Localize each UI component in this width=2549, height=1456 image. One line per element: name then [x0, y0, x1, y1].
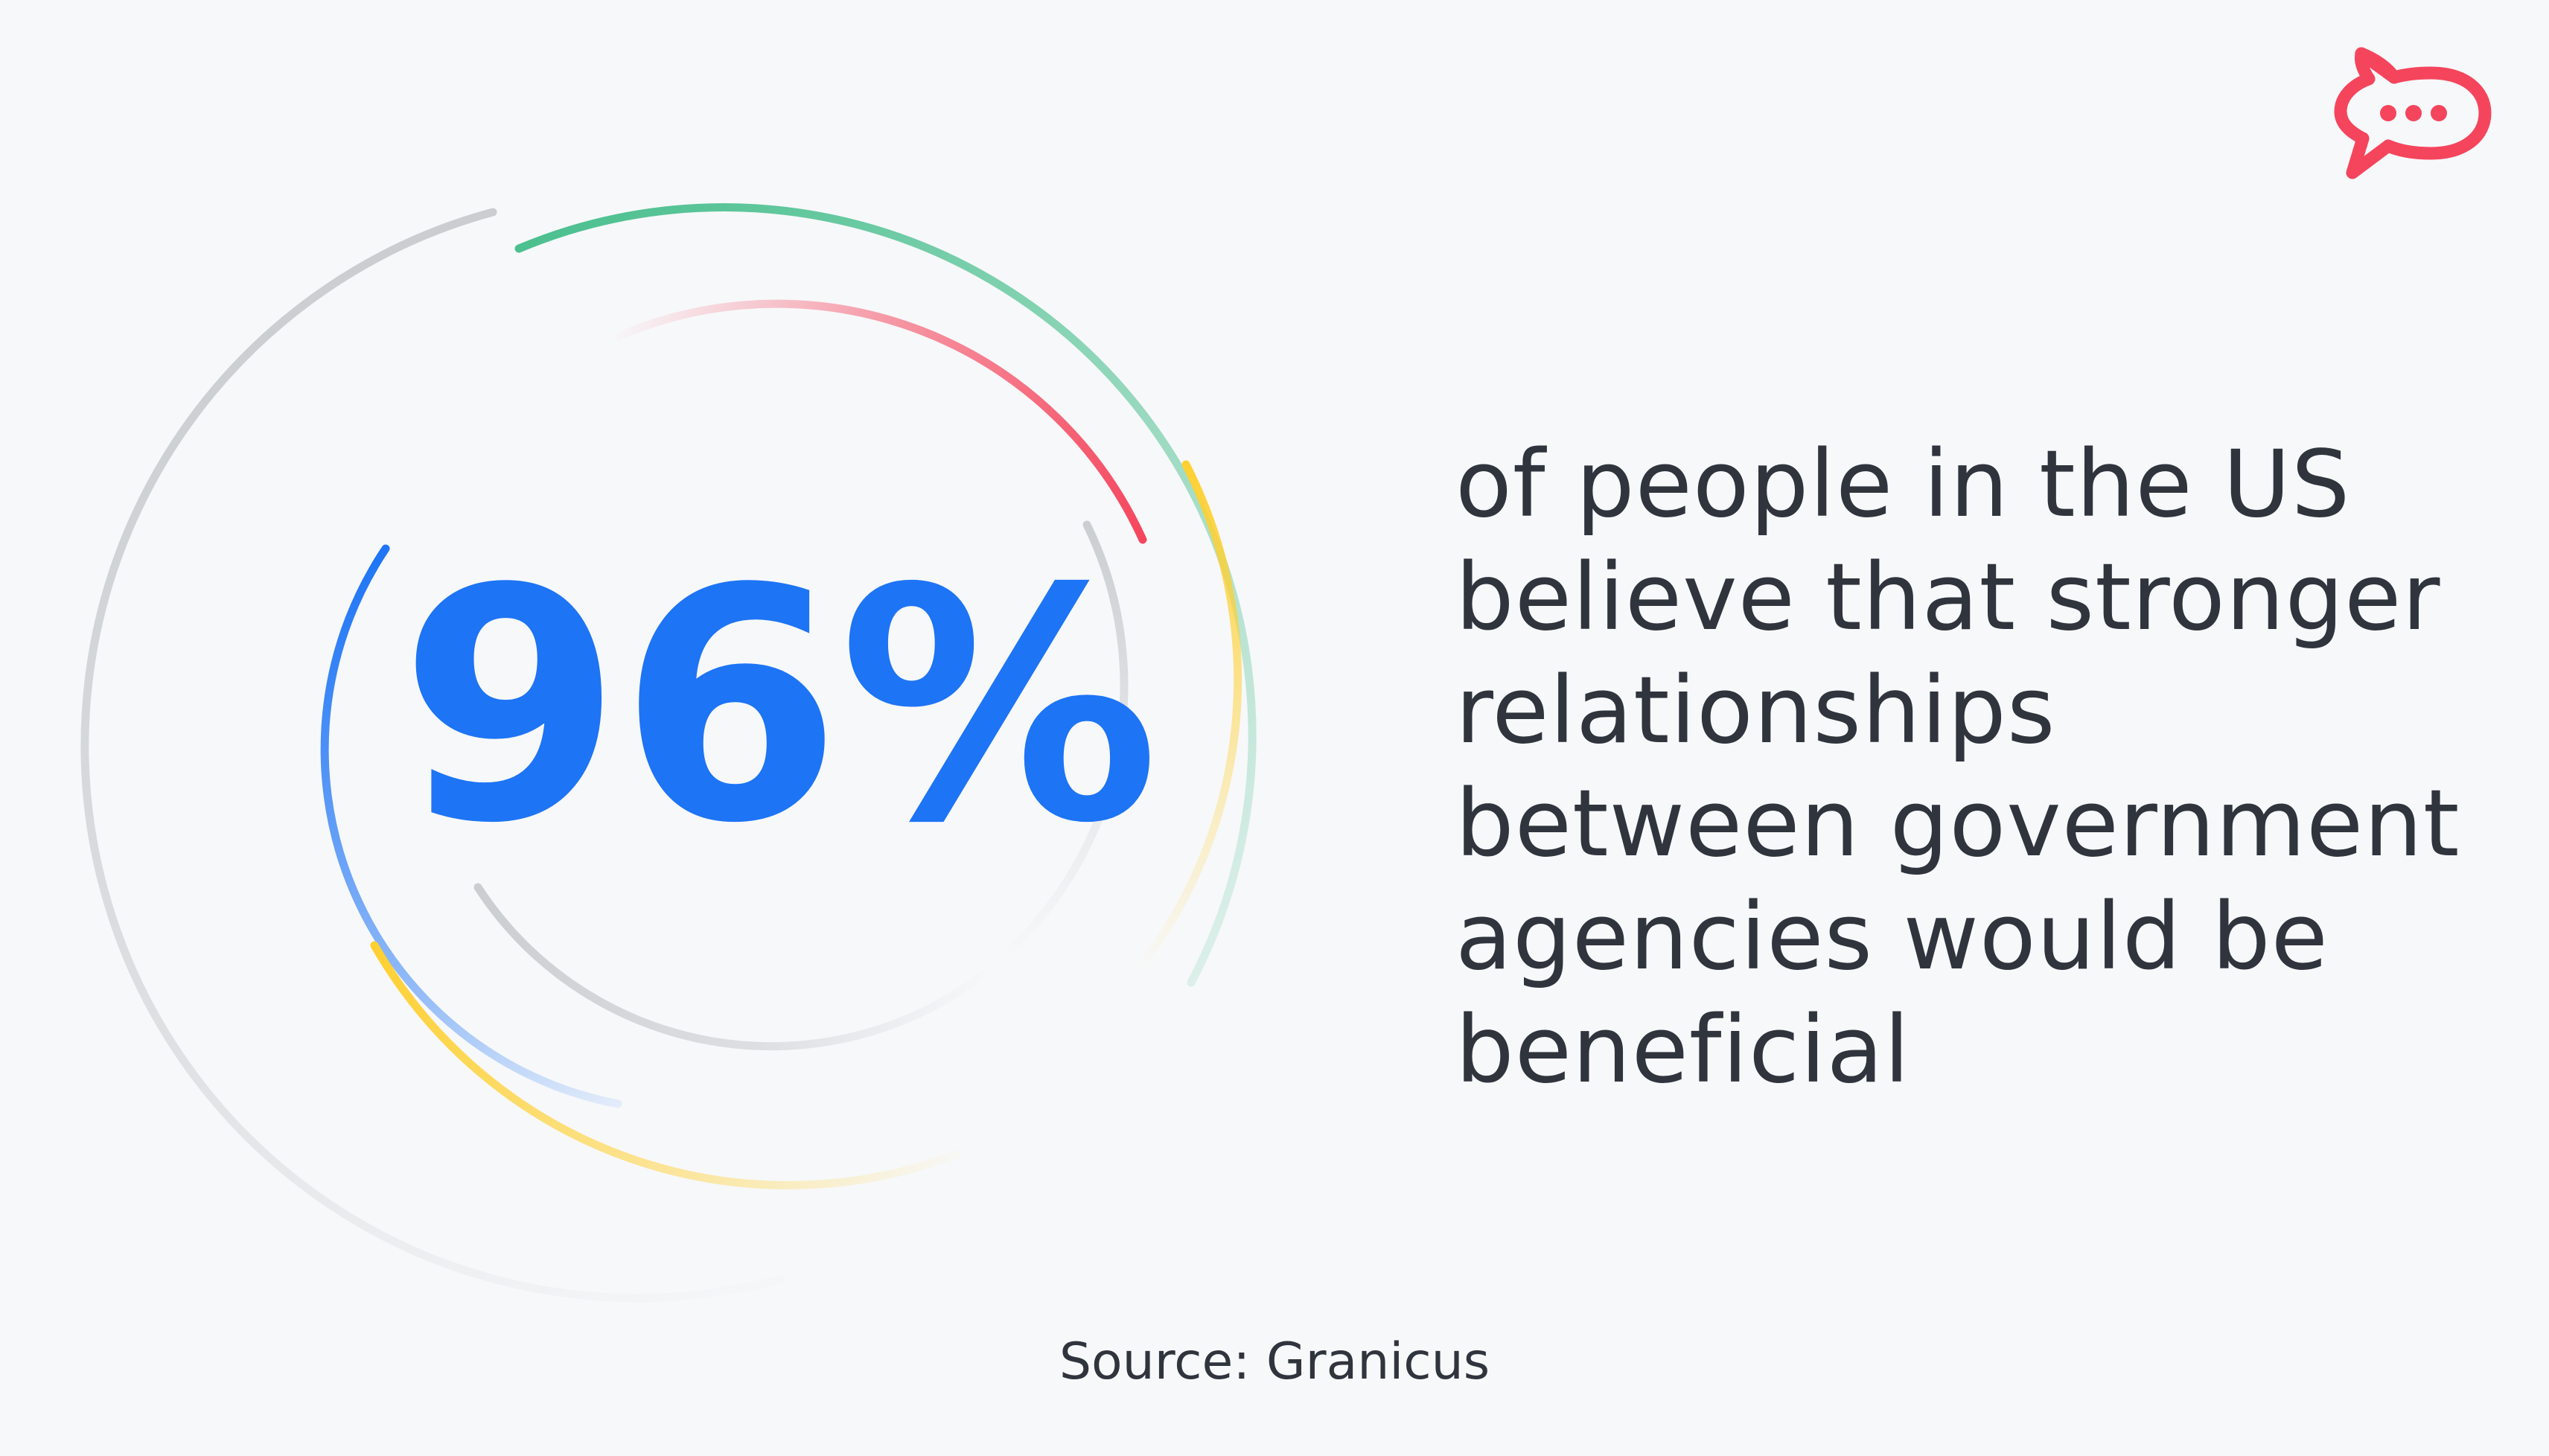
- ring-inner-red: [613, 299, 1147, 544]
- description-line-6: beneficial: [1455, 997, 1911, 1104]
- rocket-chat-logo-icon: [2334, 47, 2492, 179]
- description-line-4: between government: [1455, 770, 2460, 878]
- ring-outer-green: [514, 203, 1257, 987]
- description-line-1: of people in the US: [1455, 431, 2351, 538]
- description-line-2: believe that stronger: [1455, 544, 2441, 651]
- description-line-3: relationships: [1455, 657, 2056, 764]
- statistic-description: of people in the US believe that stronge…: [1455, 428, 2498, 1107]
- description-line-5: agencies would be: [1455, 884, 2329, 991]
- ring-right-gray: [986, 520, 1129, 972]
- statistic-value: 96%: [399, 521, 1159, 893]
- ring-left-blue: [320, 544, 622, 1108]
- ring-left-yellow: [370, 941, 972, 1190]
- source-citation: Source: Granicus: [1059, 1332, 1490, 1391]
- ring-inner-gray: [473, 883, 987, 1051]
- ring-outer-gray: [80, 208, 786, 1303]
- ring-right-yellow: [1045, 460, 1242, 1061]
